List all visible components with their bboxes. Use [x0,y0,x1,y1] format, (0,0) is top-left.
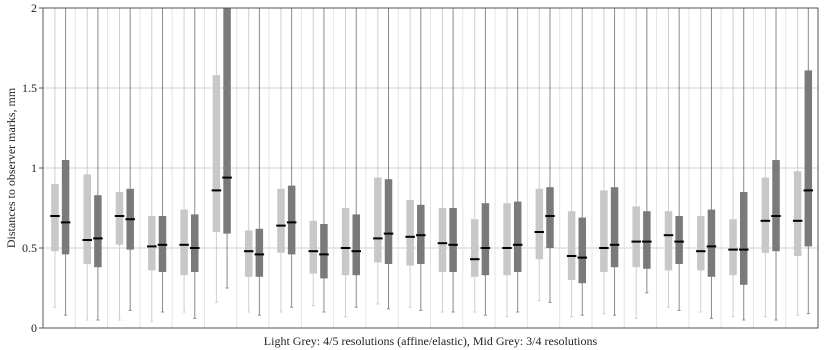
box-rect [83,174,91,264]
box-rect [600,190,608,272]
box-rect [94,195,102,268]
box-rect [546,187,554,248]
box-rect [470,219,479,277]
grid-lines [42,7,819,329]
box-rect [438,208,447,272]
box-rect [406,200,414,266]
x-axis-label: Light Grey: 4/5 resolutions (affine/elas… [264,334,598,348]
box-rect [180,209,188,276]
box-rect [255,228,264,277]
series-group [50,8,803,323]
box-rect [212,75,221,232]
y-tick-label: 0.5 [22,241,37,255]
box-rect [535,188,544,260]
box-series [50,8,814,323]
box-rect [503,203,511,276]
box-rect [610,187,619,268]
series-group [60,8,814,321]
box-rect [320,224,328,279]
y-axis-label: Distances to observer marks, mm [4,87,18,248]
box-rect [51,184,59,252]
box-rect [632,206,640,268]
box-rect [643,211,651,269]
y-tick-label: 1.5 [22,81,37,95]
box-rect [513,201,522,272]
box-rect [287,185,296,255]
box-rect [707,209,716,277]
box-rect [61,160,70,255]
box-rect [675,216,683,264]
box-rect [772,160,780,252]
box-rect [223,8,231,234]
box-rect [449,208,457,272]
y-tick-label: 1 [31,161,37,175]
box-rect [761,177,770,253]
box-rect [729,219,737,276]
box-rect [384,179,393,264]
box-rect [739,192,748,285]
box-rect [578,217,587,284]
box-rect [374,177,382,263]
box-rect [148,216,156,271]
box-rect [664,211,673,271]
box-rect [804,70,813,247]
box-rect [244,230,253,277]
box-rect [567,211,576,280]
box-rect [352,214,360,276]
box-rect [191,214,199,272]
y-axis-ticks: 0 0.5 1 1.5 2 [22,1,43,335]
box-rect [341,208,350,276]
box-rect [115,192,124,245]
y-tick-label: 2 [31,1,37,15]
box-rect [277,188,285,253]
box-rect [309,220,318,274]
box-rect [481,203,490,276]
y-tick-label: 0 [31,321,37,335]
box-rect [697,216,705,271]
box-rect [793,171,802,256]
